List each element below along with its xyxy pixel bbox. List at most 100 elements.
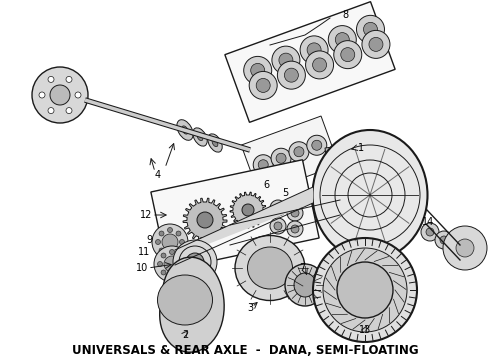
Circle shape — [159, 248, 164, 253]
Circle shape — [244, 57, 272, 84]
Circle shape — [157, 261, 163, 266]
Polygon shape — [175, 187, 313, 255]
Text: 3: 3 — [247, 303, 253, 313]
Ellipse shape — [212, 139, 218, 147]
Circle shape — [364, 22, 377, 36]
Circle shape — [279, 53, 293, 67]
Polygon shape — [230, 192, 266, 228]
Text: 10: 10 — [136, 263, 148, 273]
Circle shape — [179, 239, 185, 244]
Circle shape — [270, 200, 286, 216]
Circle shape — [154, 246, 190, 282]
Circle shape — [161, 270, 166, 275]
Circle shape — [155, 239, 161, 244]
Ellipse shape — [193, 128, 207, 146]
Circle shape — [456, 239, 474, 257]
Text: 8: 8 — [342, 10, 348, 20]
Circle shape — [463, 247, 481, 265]
Ellipse shape — [247, 247, 293, 289]
Text: 2: 2 — [182, 330, 188, 340]
Circle shape — [421, 223, 439, 241]
Circle shape — [328, 26, 356, 54]
Ellipse shape — [294, 273, 316, 297]
Text: 12: 12 — [140, 210, 152, 220]
Circle shape — [440, 236, 448, 244]
Circle shape — [32, 67, 88, 123]
Circle shape — [274, 222, 282, 230]
Polygon shape — [325, 145, 350, 162]
Ellipse shape — [208, 134, 222, 152]
Circle shape — [173, 240, 217, 284]
Circle shape — [75, 92, 81, 98]
Circle shape — [170, 274, 174, 279]
Circle shape — [178, 270, 183, 275]
Circle shape — [449, 239, 467, 257]
Circle shape — [294, 147, 304, 157]
Circle shape — [341, 48, 355, 62]
Circle shape — [39, 92, 45, 98]
Circle shape — [335, 33, 349, 46]
Polygon shape — [160, 257, 224, 352]
Text: 5: 5 — [282, 188, 288, 198]
Ellipse shape — [182, 126, 188, 134]
Circle shape — [313, 58, 326, 72]
Circle shape — [164, 256, 180, 272]
Circle shape — [306, 51, 334, 79]
Circle shape — [242, 204, 254, 216]
Ellipse shape — [313, 130, 427, 260]
Circle shape — [186, 253, 204, 271]
Circle shape — [291, 209, 299, 217]
Text: 4: 4 — [155, 170, 161, 180]
Circle shape — [170, 249, 174, 255]
Circle shape — [48, 108, 54, 114]
Circle shape — [249, 71, 277, 99]
Circle shape — [454, 244, 462, 252]
Circle shape — [251, 63, 265, 77]
Text: UNIVERSALS & REAR AXLE  -  DANA, SEMI-FLOATING: UNIVERSALS & REAR AXLE - DANA, SEMI-FLOA… — [72, 343, 418, 356]
Circle shape — [426, 228, 434, 236]
Circle shape — [362, 30, 390, 58]
Circle shape — [271, 148, 291, 168]
Circle shape — [258, 160, 268, 170]
Circle shape — [334, 41, 362, 69]
Polygon shape — [183, 198, 227, 242]
FancyBboxPatch shape — [241, 116, 339, 194]
Circle shape — [277, 61, 305, 89]
Text: 7: 7 — [299, 263, 305, 273]
FancyBboxPatch shape — [151, 160, 319, 270]
Ellipse shape — [177, 120, 193, 140]
Circle shape — [435, 231, 453, 249]
Text: 9: 9 — [146, 235, 152, 245]
Circle shape — [312, 140, 322, 150]
Circle shape — [197, 212, 213, 228]
Circle shape — [168, 252, 172, 257]
Circle shape — [176, 248, 181, 253]
Text: 1: 1 — [358, 143, 364, 153]
Circle shape — [50, 85, 70, 105]
Circle shape — [284, 68, 298, 82]
Circle shape — [152, 224, 188, 260]
Text: 13: 13 — [359, 325, 371, 335]
Circle shape — [357, 15, 385, 43]
Circle shape — [272, 46, 300, 74]
Circle shape — [307, 135, 327, 155]
Circle shape — [66, 108, 72, 114]
Circle shape — [256, 78, 270, 93]
Circle shape — [161, 253, 166, 258]
Text: 14: 14 — [422, 217, 434, 227]
Circle shape — [66, 76, 72, 82]
Circle shape — [289, 142, 309, 162]
FancyBboxPatch shape — [225, 2, 395, 122]
Circle shape — [270, 218, 286, 234]
Circle shape — [159, 231, 164, 236]
Circle shape — [323, 248, 407, 332]
Circle shape — [337, 262, 393, 318]
Circle shape — [176, 231, 181, 236]
Circle shape — [274, 204, 282, 212]
Circle shape — [178, 253, 183, 258]
Circle shape — [181, 261, 187, 266]
Ellipse shape — [157, 275, 213, 325]
Circle shape — [307, 43, 321, 57]
Circle shape — [287, 205, 303, 221]
Ellipse shape — [235, 235, 305, 301]
